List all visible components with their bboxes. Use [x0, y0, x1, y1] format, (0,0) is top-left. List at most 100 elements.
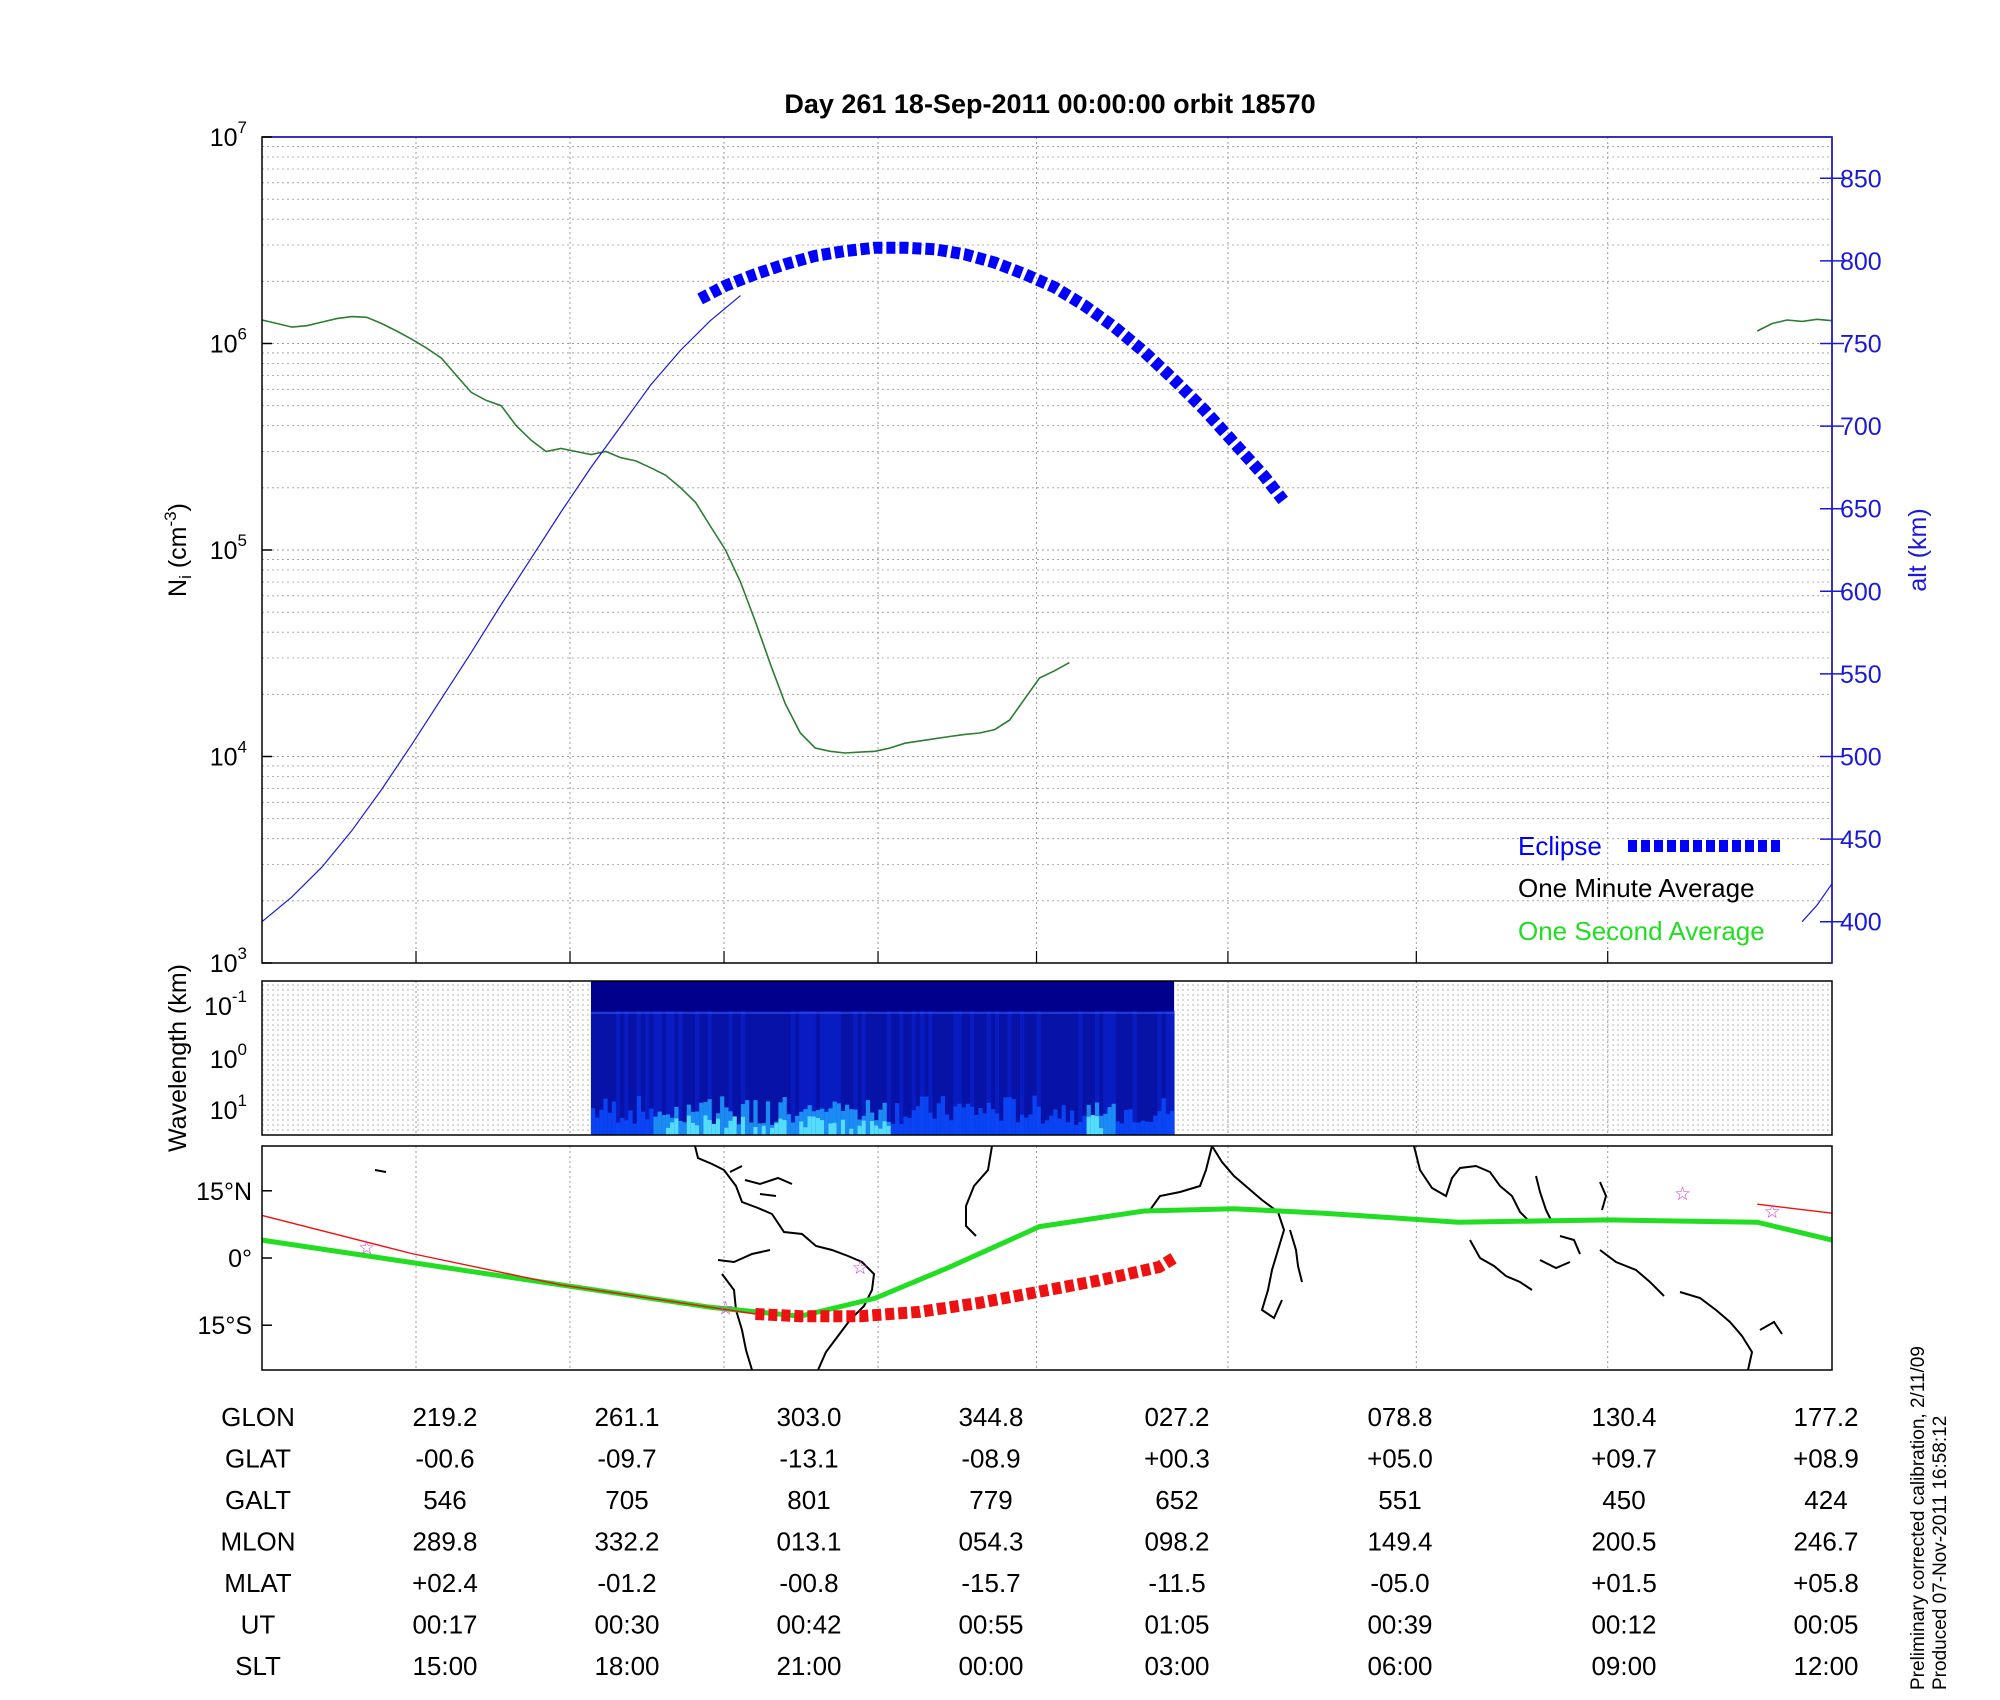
spectrogram-column — [961, 1011, 967, 1135]
spectrogram-column — [1165, 1011, 1171, 1135]
tick-exponent: -1 — [232, 987, 247, 1006]
spectrogram-high-band — [1078, 1122, 1083, 1135]
spectrogram-column — [778, 1011, 784, 1135]
table-cell: 303.0 — [776, 1402, 841, 1432]
legend-one-second-average: One Second Average — [1518, 916, 1765, 946]
spectrogram-peak — [878, 1128, 884, 1135]
coastline — [1599, 1181, 1608, 1211]
spectrogram-column — [832, 1011, 838, 1135]
spectrogram-high-band — [720, 1096, 725, 1135]
spectrogram-high-band — [1103, 1113, 1108, 1135]
spectrogram-high-band — [611, 1101, 617, 1135]
table-cell: 200.5 — [1591, 1527, 1656, 1557]
spectrogram-high-band — [1024, 1117, 1029, 1135]
coastline — [374, 1169, 387, 1173]
table-cell: 03:00 — [1144, 1651, 1209, 1681]
spectrogram-high-band — [878, 1109, 884, 1135]
table-cell: 078.8 — [1367, 1402, 1432, 1432]
wavelength-tick-label: 100 — [210, 1040, 247, 1074]
spectrogram-column — [1003, 1011, 1008, 1135]
density-series — [261, 241, 1833, 923]
table-cell: +05.0 — [1367, 1444, 1433, 1474]
spectrogram-column — [957, 1011, 963, 1135]
spectrogram-high-band — [645, 1119, 650, 1135]
spectrogram-column — [890, 1011, 896, 1135]
spectrogram-high-band — [1053, 1109, 1058, 1135]
spectrogram-peak — [665, 1127, 671, 1135]
spectrogram-peak — [1090, 1115, 1096, 1135]
table-cell: -00.6 — [415, 1444, 474, 1474]
orbit-track-thin — [261, 1214, 756, 1315]
spectrogram-high-band — [632, 1123, 638, 1135]
spectrogram-high-band — [803, 1109, 809, 1135]
spectrogram-high-band — [1144, 1121, 1150, 1135]
spectrogram-column — [1119, 1011, 1125, 1135]
table-cell: 00:17 — [412, 1610, 477, 1640]
spectrogram-column — [724, 1011, 729, 1135]
table-cell: 652 — [1155, 1485, 1198, 1515]
spectrogram-high-band — [1007, 1097, 1013, 1135]
spectrogram-peak — [770, 1127, 775, 1135]
spectrogram-column — [849, 1011, 854, 1135]
eclipse-track — [755, 1252, 1178, 1323]
table-cell: 546 — [423, 1485, 466, 1515]
legend-eclipse: Eclipse — [1518, 831, 1602, 861]
spectrogram-peak — [695, 1125, 700, 1135]
spectrogram-column — [1049, 1011, 1054, 1135]
spectrogram-column — [878, 1011, 884, 1135]
coastline — [1679, 1291, 1754, 1371]
table-cell: 15:00 — [412, 1651, 477, 1681]
spectrogram-high-band — [657, 1111, 663, 1135]
spectrogram-high-band — [1074, 1124, 1079, 1135]
spectrogram-high-band — [1040, 1123, 1046, 1135]
footnote-calibration: Preliminary corrected calibration, 2/11/… — [1908, 1346, 1929, 1690]
spectrogram-high-band — [865, 1100, 871, 1135]
spectrogram-column — [1044, 1011, 1050, 1135]
altitude-tick-label: 650 — [1840, 496, 1882, 524]
spectrogram-column — [907, 1011, 913, 1135]
table-cell: 801 — [787, 1485, 830, 1515]
tick-exponent: 0 — [238, 1040, 247, 1059]
spectrogram-peak — [882, 1121, 888, 1135]
table-cell: 149.4 — [1367, 1527, 1432, 1557]
spectrogram-column — [686, 1011, 692, 1135]
density-tick-label: 106 — [210, 325, 247, 359]
spectrogram-column — [1149, 1011, 1154, 1135]
spectrogram-column — [782, 1011, 788, 1135]
wavelength-plot-frame — [261, 980, 1833, 1136]
spectrogram-peak — [674, 1118, 679, 1135]
coastline — [1413, 1145, 1531, 1223]
spectrogram-high-band — [899, 1124, 904, 1135]
spectrogram-peak — [740, 1116, 746, 1135]
spectrogram-column — [1007, 1011, 1013, 1135]
spectrogram-column — [1053, 1011, 1058, 1135]
spectrogram-high-band — [699, 1102, 704, 1135]
spectrogram-high-band — [836, 1103, 842, 1135]
altitude-tick-label: 450 — [1840, 826, 1882, 854]
spectrogram-column — [811, 1011, 817, 1135]
spectrogram-column — [649, 1011, 654, 1135]
spectrogram-column — [911, 1011, 917, 1135]
spectrogram-peak — [870, 1121, 875, 1135]
spectrogram-column — [590, 1011, 596, 1135]
spectrogram-column — [1036, 1011, 1042, 1135]
spectrogram-peak — [815, 1117, 821, 1135]
spectrogram-column — [740, 1011, 746, 1135]
spectrogram-high-band — [953, 1106, 958, 1135]
star-marker: ☆ — [852, 1258, 869, 1279]
table-cell: 705 — [605, 1485, 648, 1515]
spectrogram-column — [645, 1011, 650, 1135]
spectrogram-high-band — [961, 1107, 967, 1135]
spectrogram-column — [953, 1011, 958, 1135]
spectrogram-high-band — [1099, 1115, 1104, 1135]
map-panel: ☆ ☆ ☆ ☆ ☆ 15°N 0° 15°S — [196, 1145, 1833, 1371]
table-cell: -09.7 — [597, 1444, 656, 1474]
spectrogram-column — [757, 1011, 763, 1135]
table-cell: -00.8 — [779, 1568, 838, 1598]
spectrogram-peak — [849, 1128, 854, 1135]
density-tick-label: 103 — [210, 944, 247, 978]
spectrogram-column — [945, 1011, 950, 1135]
spectrogram-high-band — [1057, 1118, 1063, 1135]
table-cell: 013.1 — [776, 1527, 841, 1557]
spectrogram-column — [1086, 1011, 1092, 1135]
